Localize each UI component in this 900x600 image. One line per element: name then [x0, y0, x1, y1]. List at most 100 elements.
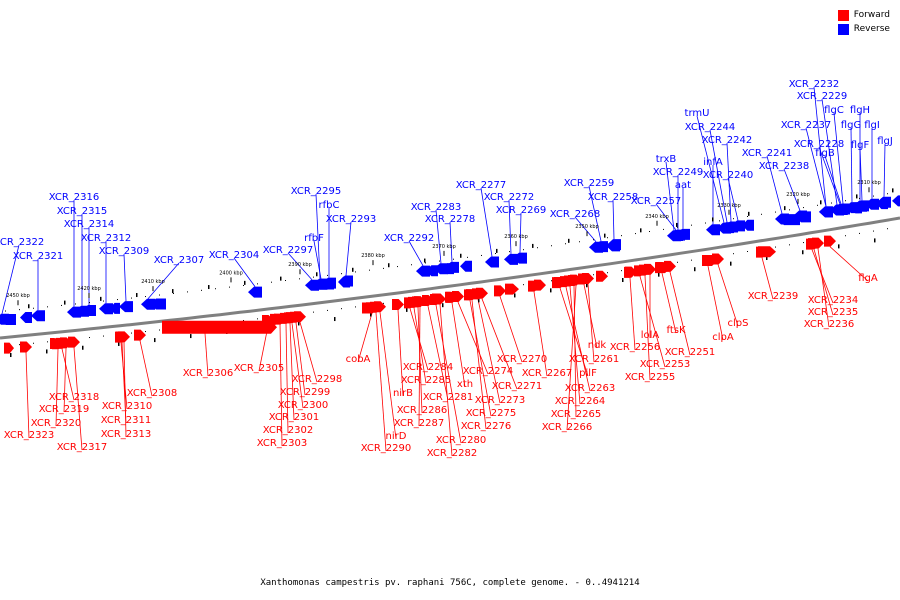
genome-backbone: 2450 kbp 2420 kbp 2410 kbp 2400 kbp 2390 kbp… [0, 180, 900, 358]
gene-label-xcr-2277: XCR_2277 [456, 180, 507, 191]
gene-label-xcr-2284: XCR_2284 [403, 362, 454, 373]
gene-label-flgh: flgH [850, 105, 870, 116]
reverse-block-12-arrow [795, 211, 811, 223]
gene-label-xcr-2249: XCR_2249 [653, 167, 704, 178]
legend: Forward Reverse [837, 8, 890, 36]
gene-label-xcr-2272: XCR_2272 [484, 192, 535, 203]
gene-label-clps: clpS [728, 318, 749, 329]
gene-label-xcr-2270: XCR_2270 [497, 354, 548, 365]
reverse-block-4-arrow [322, 278, 334, 290]
gene-label-xcr-2239: XCR_2239 [748, 291, 799, 302]
gene-label-xth: xth [457, 379, 473, 390]
gene-label-xcr-2238: XCR_2238 [759, 161, 810, 172]
gene-label-xcr-2302: XCR_2302 [263, 425, 314, 436]
gene-label-xcr-2269: XCR_2269 [496, 205, 547, 216]
gene-xcr-2277-arrow [485, 256, 499, 268]
gene-label-xcr-2268: XCR_2268 [550, 209, 601, 220]
forward-block-10-arrow [625, 266, 637, 278]
gene-label-xcr-2266: XCR_2266 [542, 422, 593, 433]
axis-tick-label: 2380 kbp [361, 253, 385, 259]
gene-label-xcr-2314: XCR_2314 [64, 219, 115, 230]
reverse-block-14-arrow [876, 198, 888, 210]
forward-block-8-arrow [552, 277, 564, 289]
gene-label-ftsk: ftsK [666, 325, 685, 336]
axis-tick-label: 2310 kbp [857, 180, 881, 186]
gene-label-xcr-2290: XCR_2290 [361, 443, 412, 454]
gene-label-xcr-2264: XCR_2264 [555, 396, 606, 407]
gene-xcr-2271-arrow [476, 287, 488, 299]
gene-label-xcr-2316: XCR_2316 [49, 192, 100, 203]
gene-label-xcr-2276: XCR_2276 [461, 421, 512, 432]
gene-label-xcr-2258: XCR_2258 [588, 192, 639, 203]
gene-label-coba: cobA [346, 354, 371, 365]
gene-label-xcr-2273: XCR_2273 [475, 395, 526, 406]
gene-label-xcr-2307: XCR_2307 [154, 255, 205, 266]
gene-label-flgf: flgF [851, 140, 870, 151]
backbone-line [0, 216, 900, 340]
axis-tick-label: 2370 kbp [432, 244, 456, 250]
forward-block-2-arrow [270, 313, 280, 325]
gene-xcr-2274-arrow [452, 291, 464, 303]
gene-xcr-2309-arrow [119, 301, 133, 313]
gene-label-xcr-2282: XCR_2282 [427, 448, 478, 459]
gene-xcr-2270-arrow [494, 285, 506, 297]
large-forward-block-arrow [162, 320, 277, 334]
gene-infa-arrow [706, 224, 720, 236]
gene-label-lola: lolA [641, 330, 660, 341]
reverse-label: Reverse [853, 24, 890, 34]
gene-label-xcr-2263: XCR_2263 [565, 383, 616, 394]
reverse-block-8-arrow [460, 260, 472, 272]
reverse-block-13-arrow [850, 202, 862, 214]
forward-block-12-arrow [702, 254, 718, 266]
gene-label-xcr-2257: XCR_2257 [631, 196, 682, 207]
forward-block-4-arrow [432, 293, 440, 305]
gene-xcr-2261-arrow [582, 272, 594, 284]
axis-tick-label: 2330 kbp [717, 203, 741, 209]
reverse-block-15-arrow [892, 195, 900, 207]
gene-label-aat: aat [675, 180, 691, 191]
genome-caption: Xanthomonas campestris pv. raphani 756C,… [260, 578, 640, 588]
gene-xcr-2232-arrow [819, 206, 833, 218]
gene-label-xcr-2311: XCR_2311 [101, 415, 152, 426]
gene-label-xcr-2293: XCR_2293 [326, 214, 377, 225]
gene-xcr-2312-arrow [99, 303, 113, 315]
gene-label-pilf: pilF [579, 368, 597, 379]
gene-label-xcr-2256: XCR_2256 [610, 342, 661, 353]
gene-label-xcr-2253: XCR_2253 [640, 359, 691, 370]
gene-label-xcr-2295: XCR_2295 [291, 186, 342, 197]
gene-labels: XCR_2322 XCR_2321 XCR_2316 XCR_2315 XCR_2314… [0, 79, 893, 459]
reverse-block-10-arrow [742, 219, 754, 231]
gene-label-xcr-2313: XCR_2313 [101, 429, 152, 440]
forward-block-5-arrow [445, 291, 455, 303]
gene-label-xcr-2237: XCR_2237 [781, 120, 832, 131]
gene-label-flgg: flgG [841, 120, 861, 131]
legend-forward: Forward [837, 8, 890, 22]
forward-label: Forward [853, 10, 890, 20]
gene-label-nird: nirD [386, 431, 407, 442]
gene-xcr-2321-arrow [31, 310, 45, 322]
gene-label-xcr-2275: XCR_2275 [466, 408, 517, 419]
gene-label-xcr-2229: XCR_2229 [797, 91, 848, 102]
reverse-block-5-arrow [338, 276, 350, 288]
reverse-block-3-arrow [150, 298, 166, 310]
gene-xcr-2314-arrow [82, 305, 96, 317]
gene-aat-arrow [676, 228, 690, 240]
reverse-block-2-arrow [110, 302, 120, 314]
forward-swatch [837, 9, 849, 21]
gene-xcr-2272-arrow [504, 253, 518, 265]
gene-label-rfbf: rfbF [304, 233, 324, 244]
forward-block-0-arrow [4, 342, 14, 354]
gene-xcr-2307-arrow [141, 298, 155, 310]
axis-tick-label: 2390 kbp [288, 262, 312, 268]
gene-xcr-2295-arrow [313, 278, 327, 290]
gene-xcr-2308-arrow [134, 329, 146, 341]
gene-xcr-2304-arrow [248, 286, 262, 298]
axis-tick-label: 2420 kbp [77, 286, 101, 292]
forward-block-9-arrow [596, 270, 608, 282]
reverse-block-0-arrow [0, 314, 16, 325]
gene-label-xcr-2308: XCR_2308 [127, 388, 178, 399]
gene-label-xcr-2300: XCR_2300 [278, 400, 329, 411]
gene-xcr-2317-arrow [68, 336, 80, 348]
gene-label-xcr-2244: XCR_2244 [685, 122, 736, 133]
gene-label-flgc: flgC [824, 105, 844, 116]
